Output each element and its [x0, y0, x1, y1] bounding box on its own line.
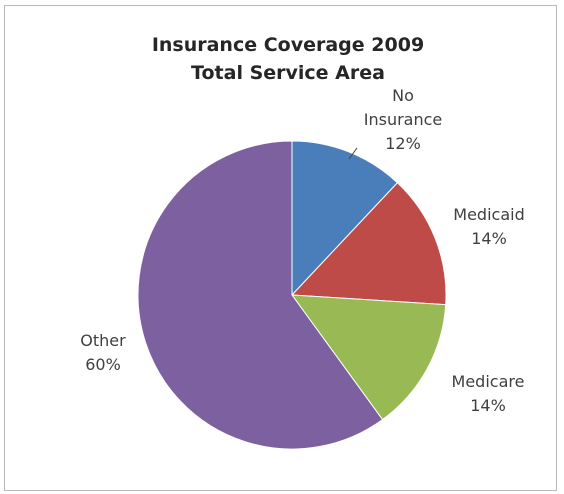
- leader-line-no-insurance: [348, 147, 358, 160]
- slice-label-no-insurance-line-1: No: [392, 86, 414, 105]
- slice-label-medicare: Medicare: [452, 372, 525, 391]
- chart-title-line-1: Insurance Coverage 2009: [152, 34, 424, 56]
- slice-value-no-insurance: 12%: [385, 134, 421, 153]
- slice-label-other: Other: [80, 331, 126, 350]
- pie-slice-no-insurance: [291, 140, 399, 297]
- chart-title-line-2: Total Service Area: [191, 62, 385, 84]
- slice-label-medicaid: Medicaid: [453, 205, 524, 224]
- slice-value-medicaid: 14%: [471, 229, 507, 248]
- pie-slice-medicaid: [290, 182, 447, 306]
- slice-value-other: 60%: [85, 355, 121, 374]
- pie-slice-other: [137, 140, 384, 450]
- slice-label-no-insurance-line-2: Insurance: [364, 110, 443, 129]
- slice-value-medicare: 14%: [470, 396, 506, 415]
- pie-slice-medicare: [290, 294, 447, 421]
- pie-slices: [137, 140, 447, 450]
